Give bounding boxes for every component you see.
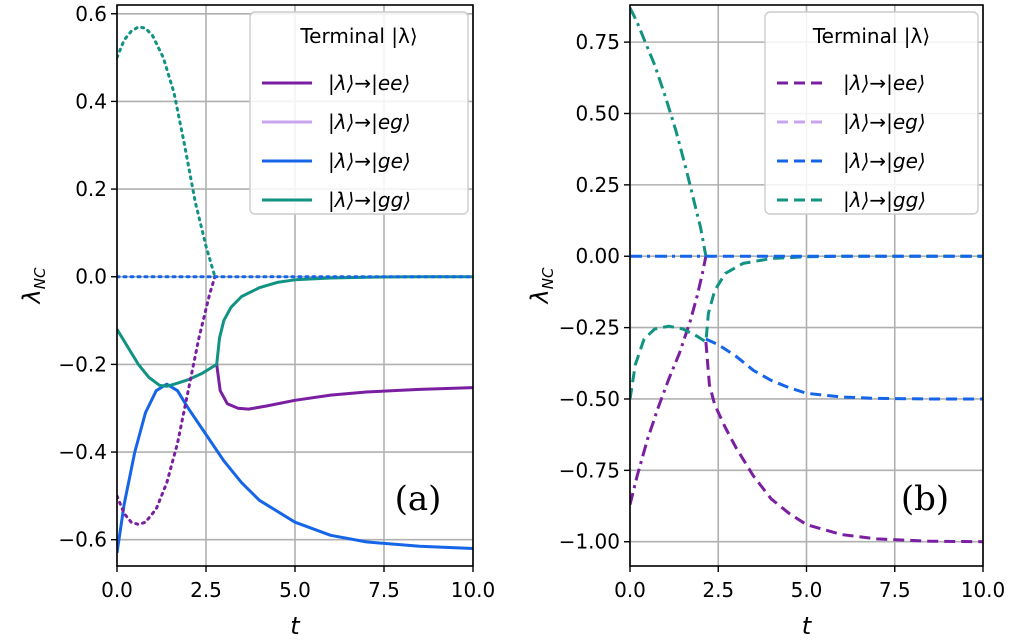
- series-line-ge-solid: [117, 382, 473, 554]
- y-tick-label: −0.50: [559, 387, 620, 411]
- series-line-gg-solid-left: [117, 328, 218, 388]
- y-tick-label: −1.00: [559, 530, 620, 554]
- y-tick-label: −0.25: [559, 316, 620, 340]
- legend-entry-label: |λ⟩→|ee⟩: [843, 71, 925, 95]
- y-tick-label: 0.00: [575, 244, 620, 268]
- legend-entry-label: |λ⟩→|ee⟩: [328, 71, 410, 95]
- x-tick-label: 5.0: [791, 578, 823, 602]
- chart-panel-b: 0.0 2.5 5.0 7.5 10.0 0.75 0.50 0.25 0.00 −0.25 −0.…: [526, 4, 1006, 640]
- y-tick-label: 0.6: [75, 2, 107, 26]
- y-tick-label: 0.2: [75, 177, 107, 201]
- x-tick-label: 7.5: [368, 578, 400, 602]
- chart-panel-a: 0.0 2.5 5.0 7.5 10.0 0.6 0.4 0.2 0.0 −0.2 −0.4 −0.6…: [18, 2, 495, 640]
- y-tick-label: −0.75: [559, 458, 620, 482]
- y-axis-label: λNC: [526, 267, 557, 305]
- legend-box: [249, 11, 469, 215]
- series-line-ge-dashed: [705, 337, 983, 401]
- x-tick-label: 7.5: [879, 578, 911, 602]
- series-line-ee-solid: [215, 364, 473, 411]
- x-tick-label: 2.5: [190, 578, 222, 602]
- series-line-ee-dashed: [704, 341, 983, 544]
- panel-label: (a): [395, 479, 442, 519]
- x-tick-label: 0.0: [614, 578, 646, 602]
- legend: Terminal |λ⟩ |λ⟩→|ee⟩ |λ⟩→|eg⟩ |λ⟩→|ge⟩ |λ⟩→…: [764, 11, 979, 215]
- y-tick-label: −0.2: [58, 352, 107, 376]
- legend-entry-label: |λ⟩→|gg⟩: [328, 188, 411, 212]
- panel-label: (b): [901, 479, 949, 519]
- legend-box: [764, 11, 979, 215]
- legend-entry-label: |λ⟩→|ge⟩: [843, 149, 926, 173]
- x-tick-label: 10.0: [961, 578, 1006, 602]
- legend-title: Terminal |λ⟩: [812, 24, 930, 48]
- series-group: [117, 25, 473, 554]
- y-tick-label: 0.4: [75, 89, 107, 113]
- series-line-gg-dashed: [630, 254, 983, 400]
- series-line-gg-solid-right: [215, 275, 473, 365]
- legend-title: Terminal |λ⟩: [299, 24, 417, 48]
- series-line-ee-dotted: [117, 275, 217, 526]
- x-axis-label: t: [290, 612, 301, 640]
- legend: Terminal |λ⟩ |λ⟩→|ee⟩ |λ⟩→|eg⟩ |λ⟩→|ge⟩ |λ⟩→…: [249, 11, 469, 215]
- y-tick-label: 0.0: [75, 265, 107, 289]
- series-group: [630, 7, 983, 544]
- x-tick-label: 10.0: [451, 578, 496, 602]
- y-tick-label: 0.25: [575, 173, 620, 197]
- legend-entry-label: |λ⟩→|eg⟩: [843, 110, 926, 134]
- x-tick-label: 5.0: [279, 578, 311, 602]
- x-axis-label: t: [802, 612, 813, 640]
- series-line-ee-dashdot: [630, 255, 708, 505]
- x-tick-label: 2.5: [702, 578, 734, 602]
- x-tick-label: 0.0: [101, 578, 133, 602]
- y-tick-label: 0.50: [575, 101, 620, 125]
- legend-entry-label: |λ⟩→|gg⟩: [843, 188, 926, 212]
- legend-entry-label: |λ⟩→|ge⟩: [328, 149, 411, 173]
- y-axis-label: λNC: [18, 267, 49, 305]
- y-tick-label: −0.6: [58, 528, 107, 552]
- y-tick-label: 0.75: [575, 30, 620, 54]
- series-line-gg-dotted: [117, 25, 217, 279]
- legend-entry-label: |λ⟩→|eg⟩: [328, 110, 411, 134]
- series-line-gg-dashdot: [630, 7, 708, 257]
- y-tick-label: −0.4: [58, 440, 107, 464]
